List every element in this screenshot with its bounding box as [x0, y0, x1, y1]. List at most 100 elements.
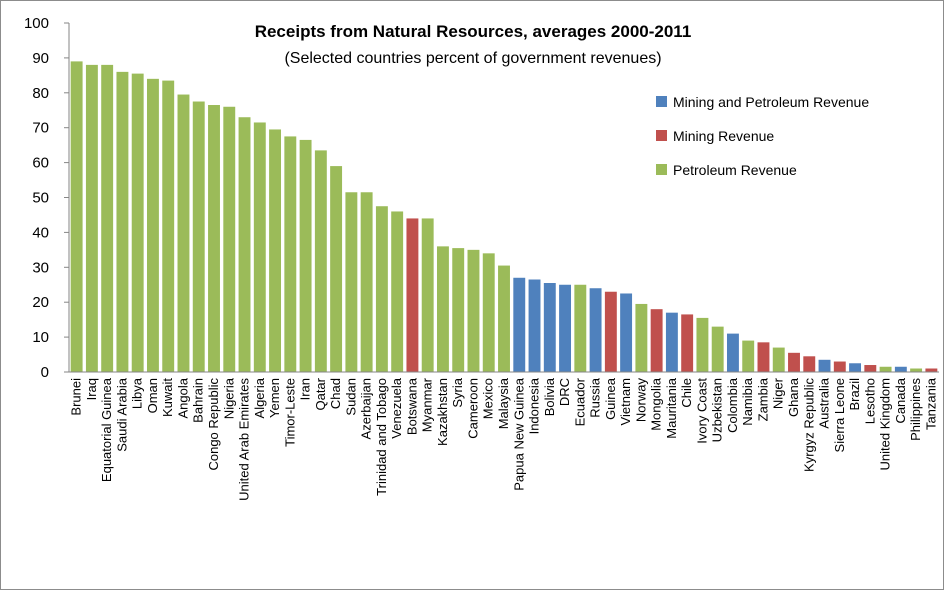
x-tick-label: United Arab Emirates [237, 378, 252, 501]
bar [330, 166, 343, 372]
bar [620, 293, 633, 372]
x-tick-label: Ecuador [572, 377, 587, 426]
bar [85, 64, 98, 372]
bar [467, 249, 480, 372]
legend-swatch-mp [656, 96, 667, 107]
y-tick-label: 40 [32, 224, 49, 241]
bar [910, 368, 923, 372]
x-tick-label: Colombia [725, 377, 740, 433]
bar [482, 253, 495, 372]
bar [864, 365, 877, 372]
bar [696, 317, 709, 372]
bar [498, 265, 510, 372]
x-tick-label: Australia [817, 377, 832, 428]
bar [299, 139, 312, 372]
x-tick-label: Iran [298, 378, 313, 400]
x-tick-label: Kuwait [160, 378, 175, 417]
x-tick-label: Congo Republic [206, 378, 221, 471]
x-tick-label: Trinidad and Tobago [374, 378, 389, 496]
x-tick-label: Brazil [847, 378, 862, 411]
legend: Mining and Petroleum Revenue Mining Reven… [656, 94, 869, 178]
bar [925, 368, 938, 372]
bar [360, 192, 373, 372]
bar [589, 288, 602, 372]
x-tick-label: Oman [145, 378, 160, 413]
bar [894, 366, 907, 372]
x-tick-label: Zambia [755, 377, 770, 421]
x-tick-label: Bahrain [191, 378, 206, 423]
x-tick-label: Bolivia [542, 377, 557, 416]
x-tick-label: Angola [175, 377, 190, 418]
x-tick-label: Azerbaijan [359, 378, 374, 439]
legend-swatch-p [656, 164, 667, 175]
x-tick-label: Sierra Leone [832, 378, 847, 452]
bar [314, 150, 327, 372]
bar [177, 94, 190, 372]
bar [543, 283, 556, 372]
x-tick-label: Equatorial Guinea [99, 377, 114, 482]
bar [528, 279, 541, 372]
x-tick-label: Niger [771, 377, 786, 409]
bar [513, 277, 526, 372]
x-tick-label: Kyrgyz Republic [801, 378, 816, 472]
bar [101, 64, 114, 372]
x-tick-label: Lesotho [862, 378, 877, 424]
x-tick-label: Brunei [69, 378, 84, 416]
x-tick-label: Nigeria [221, 377, 236, 419]
x-tick-label: Venezuela [389, 377, 404, 438]
bar [116, 71, 129, 373]
x-tick-label: Uzbekistan [710, 378, 725, 442]
legend-label-p: Petroleum Revenue [673, 162, 797, 178]
y-tick-label: 50 [32, 190, 49, 207]
x-tick-label: Tanzania [923, 377, 938, 430]
x-tick-label: Syria [450, 377, 465, 407]
y-tick-label: 10 [32, 329, 49, 346]
x-tick-label: Qatar [313, 377, 328, 410]
bar [574, 284, 587, 372]
bar [284, 136, 297, 372]
bar [162, 80, 175, 372]
bar [635, 303, 648, 372]
bar [436, 246, 449, 372]
bar [604, 291, 617, 372]
bar [818, 359, 831, 372]
x-tick-label: Yemen [267, 378, 282, 418]
x-tick-label: Indonesia [527, 377, 542, 434]
x-tick-label: Ivory Coast [694, 378, 709, 444]
bar [421, 218, 434, 372]
bar [192, 101, 205, 373]
x-tick-label: Timor-Leste [282, 378, 297, 447]
bar [757, 342, 770, 372]
y-tick-label: 20 [32, 294, 49, 311]
bar [665, 312, 678, 372]
y-axis: 0 10 20 30 40 50 60 70 80 90 100 [24, 15, 70, 381]
x-tick-label: Namibia [740, 377, 755, 425]
x-tick-label: Mauritania [664, 377, 679, 438]
x-tick-label: Kazakhstan [435, 378, 450, 446]
x-tick-label: Chad [328, 378, 343, 409]
x-tick-label: Mongolia [649, 377, 664, 431]
x-tick-label: Philippines [908, 378, 923, 441]
bar [726, 333, 739, 372]
y-tick-label: 70 [32, 120, 49, 137]
bar [391, 211, 404, 372]
bar [452, 248, 465, 372]
y-tick-label: 100 [24, 15, 49, 32]
x-tick-label: Cameroon [465, 378, 480, 439]
bar [238, 117, 251, 372]
bar [223, 106, 236, 372]
legend-label-mp: Mining and Petroleum Revenue [673, 94, 869, 110]
x-tick-label: Mexico [481, 378, 496, 419]
bar [269, 129, 282, 372]
bar [833, 361, 846, 372]
bar [208, 105, 220, 372]
bar [559, 284, 572, 372]
legend-label-m: Mining Revenue [673, 128, 774, 144]
bar [131, 73, 144, 373]
bar [146, 78, 159, 372]
bar [70, 61, 83, 372]
y-tick-label: 0 [41, 364, 49, 381]
bar [406, 218, 419, 372]
y-tick-label: 60 [32, 155, 49, 172]
